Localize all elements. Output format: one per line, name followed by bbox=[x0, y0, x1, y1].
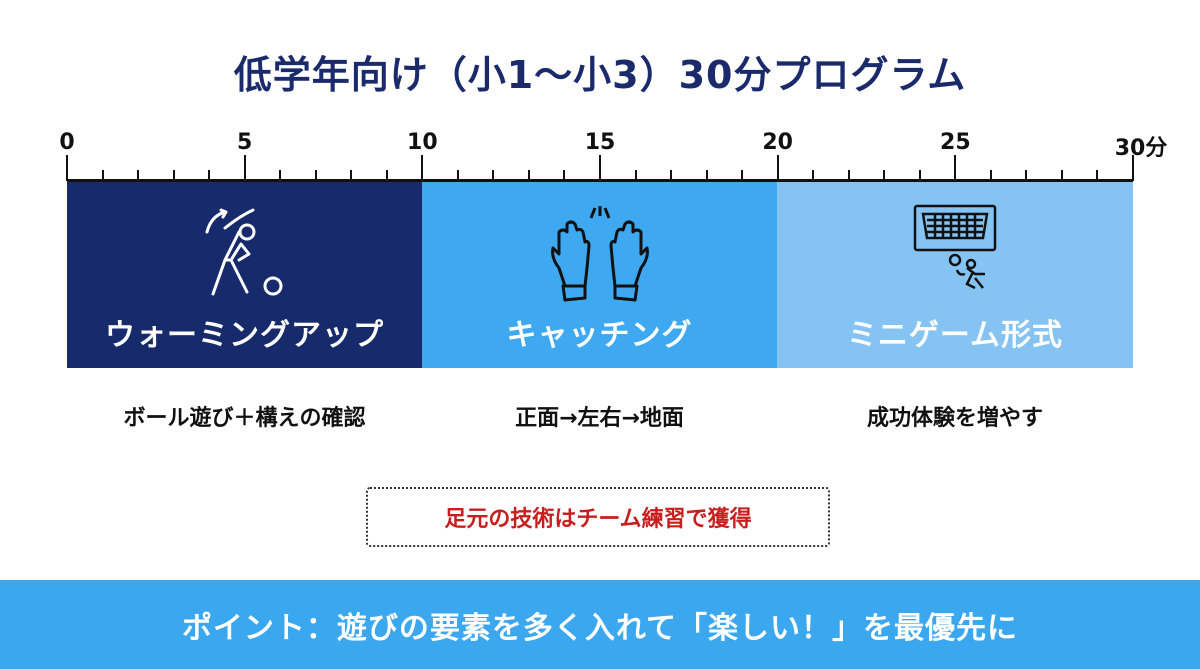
axis-tick bbox=[705, 170, 708, 181]
axis-tick-label: 5 bbox=[237, 130, 253, 155]
axis-tick bbox=[492, 170, 495, 181]
axis-tick bbox=[350, 170, 353, 181]
axis-tick bbox=[1096, 170, 1099, 181]
axis-tick bbox=[385, 170, 388, 181]
axis-tick bbox=[1132, 155, 1134, 181]
note-box: 足元の技術はチーム練習で獲得 bbox=[366, 487, 830, 547]
axis-tick bbox=[847, 170, 850, 181]
axis-tick bbox=[918, 170, 921, 181]
axis-tick-label: 20 bbox=[762, 130, 793, 155]
axis-tick bbox=[989, 170, 992, 181]
axis-tick bbox=[527, 170, 530, 181]
axis-tick bbox=[776, 155, 779, 181]
axis-tick-label: 25 bbox=[940, 130, 971, 155]
segment-warmup: ウォーミングアップ bbox=[67, 182, 422, 368]
stretching-person-with-ball-icon bbox=[205, 208, 282, 296]
segment-catching: キャッチング bbox=[422, 182, 777, 368]
axis-tick bbox=[456, 170, 459, 181]
segment-description: 正面→左右→地面 bbox=[515, 406, 684, 431]
axis-tick bbox=[172, 170, 175, 181]
axis-tick bbox=[314, 170, 317, 181]
segment-label: ウォーミングアップ bbox=[105, 318, 384, 353]
axis-tick bbox=[137, 170, 140, 181]
axis-tick bbox=[741, 170, 744, 181]
segment-label: キャッチング bbox=[506, 318, 693, 353]
axis-tick bbox=[421, 155, 424, 181]
banner-text: ポイント：遊びの要素を多く入れて「楽しい！」を最優先に bbox=[181, 610, 1019, 646]
axis-tick bbox=[563, 170, 566, 181]
note-text: 足元の技術はチーム練習で獲得 bbox=[444, 507, 752, 532]
axis-tick-label: 30分 bbox=[1114, 136, 1168, 161]
axis-tick bbox=[812, 170, 815, 181]
axis-tick-label: 15 bbox=[584, 130, 616, 155]
axis-tick bbox=[634, 170, 637, 181]
axis-tick bbox=[1060, 170, 1063, 181]
segment-minigame: ミニゲーム形式 bbox=[777, 182, 1133, 368]
axis-tick bbox=[279, 170, 282, 181]
axis-tick bbox=[1025, 170, 1028, 181]
point-banner: ポイント：遊びの要素を多く入れて「楽しい！」を最優先に bbox=[0, 580, 1200, 669]
axis-tick bbox=[66, 155, 68, 181]
axis-tick bbox=[883, 170, 886, 181]
page-title: 低学年向け（小1〜小3）30分プログラム bbox=[233, 53, 967, 97]
axis-tick bbox=[599, 155, 601, 181]
axis-tick bbox=[101, 170, 104, 181]
goal-and-keeper-icon bbox=[913, 204, 997, 290]
axis-tick-label: 0 bbox=[59, 130, 75, 155]
segment-description: ボール遊び＋構えの確認 bbox=[123, 406, 366, 431]
axis-tick bbox=[243, 155, 246, 181]
axis-tick bbox=[670, 170, 673, 181]
axis-tick-label: 10 bbox=[407, 130, 438, 155]
segment-description: 成功体験を増やす bbox=[866, 406, 1043, 431]
segment-label: ミニゲーム形式 bbox=[846, 318, 1064, 353]
axis-tick bbox=[954, 155, 957, 181]
goalkeeper-gloves-icon bbox=[550, 206, 649, 302]
axis-tick bbox=[208, 170, 211, 181]
